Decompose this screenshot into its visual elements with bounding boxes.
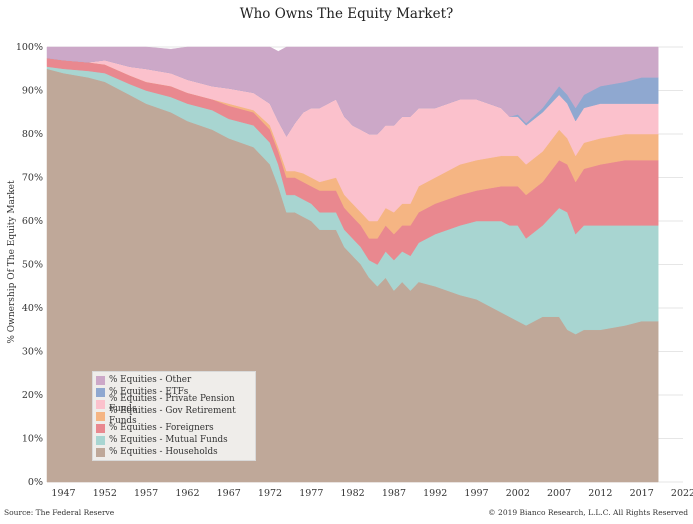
x-tick-label: 1987 (382, 488, 406, 499)
y-tick-label: 20% (22, 390, 43, 401)
legend-item: % Equities - Households (93, 446, 255, 458)
source-note: Source: The Federal Reserve (4, 508, 115, 517)
x-tick-label: 1967 (217, 488, 241, 499)
legend-item: % Equities - Gov Retirement Funds (93, 406, 255, 426)
copyright-note: © 2019 Bianco Research, L.L.C. All Right… (488, 508, 688, 517)
legend: % Equities - Other% Equities - ETFs% Equ… (92, 371, 256, 461)
y-tick-label: 90% (22, 86, 43, 97)
x-tick-label: 2022 (671, 488, 693, 499)
x-tick-label: 1947 (51, 488, 75, 499)
x-tick-label: 1992 (423, 488, 447, 499)
legend-label: % Equities - Mutual Funds (109, 435, 228, 445)
x-tick-label: 1977 (299, 488, 323, 499)
legend-label: % Equities - ETFs (109, 387, 189, 397)
legend-swatch (96, 423, 105, 433)
legend-item: % Equities - Private Pension Funds (93, 394, 255, 414)
x-tick-label: 1957 (134, 488, 158, 499)
legend-label: % Equities - Other (109, 375, 192, 385)
legend-swatch (96, 387, 105, 397)
y-tick-label: 60% (22, 216, 43, 227)
legend-label: % Equities - Households (109, 447, 218, 457)
legend-swatch (96, 399, 105, 409)
y-tick-label: 40% (22, 303, 43, 314)
legend-item: % Equities - Foreigners (93, 422, 255, 434)
x-tick-label: 1982 (341, 488, 365, 499)
x-tick-label: 2012 (588, 488, 612, 499)
axis-ticks: 0% 10% 20% 30% 40% 50% 60% 70% 80% 90% 100% 1947 195… (16, 42, 693, 499)
legend-item: % Equities - ETFs (93, 386, 255, 398)
x-tick-label: 1952 (93, 488, 117, 499)
y-tick-label: 70% (22, 173, 43, 184)
x-tick-label: 2017 (630, 488, 654, 499)
x-tick-label: 2002 (506, 488, 530, 499)
legend-label: % Equities - Foreigners (109, 423, 214, 433)
y-tick-label: 50% (22, 260, 43, 271)
legend-swatch (96, 411, 105, 421)
legend-swatch (96, 447, 105, 457)
legend-item: % Equities - Other (93, 374, 255, 386)
y-tick-label: 80% (22, 129, 43, 140)
x-tick-label: 1972 (258, 488, 282, 499)
x-tick-label: 1962 (175, 488, 199, 499)
y-tick-label: 10% (22, 434, 43, 445)
legend-label: % Equities - Private Pension Funds (109, 394, 235, 414)
area-series-equities-other (46, 46, 659, 137)
chart-title: Who Owns The Equity Market? (239, 6, 454, 22)
y-tick-label: 100% (16, 42, 43, 53)
legend-swatch (96, 375, 105, 385)
x-tick-label: 2007 (547, 488, 571, 499)
y-tick-label: 0% (28, 477, 43, 488)
legend-label: % Equities - Gov Retirement Funds (109, 406, 236, 426)
legend-item: % Equities - Mutual Funds (93, 434, 255, 446)
y-tick-label: 30% (22, 347, 43, 358)
x-tick-label: 1997 (464, 488, 488, 499)
legend-swatch (96, 435, 105, 445)
